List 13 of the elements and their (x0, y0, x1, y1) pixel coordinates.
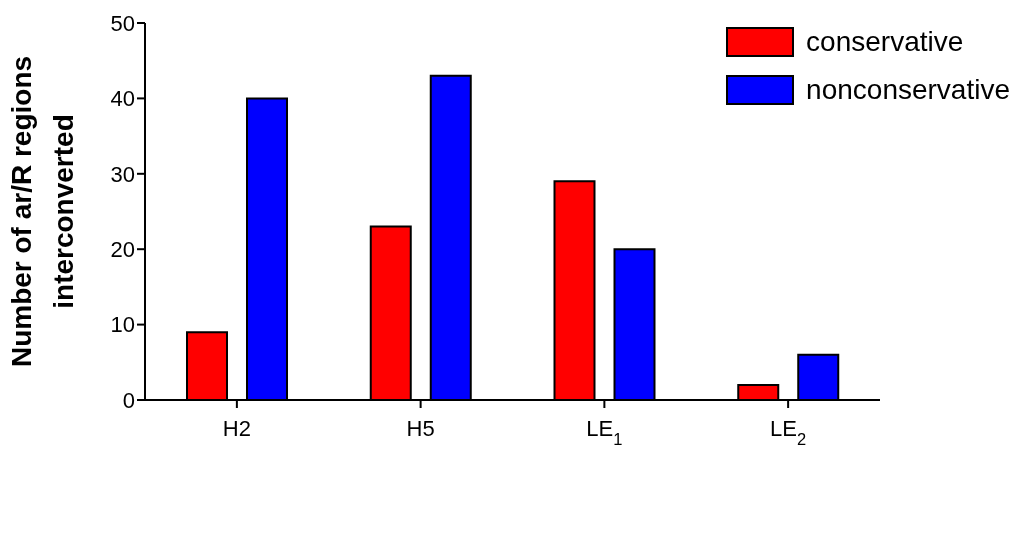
y-axis-title: Number of ar/R regions interconverted (6, 55, 79, 368)
y-tick-label: 0 (122, 387, 135, 413)
legend-label: conservative (806, 26, 964, 58)
x-tick-label: LE$_{2}$ (770, 416, 807, 448)
y-tick-label: 30 (110, 161, 135, 187)
y-tick-label: 50 (110, 10, 135, 36)
x-tick-label: H5 (406, 416, 435, 441)
y-tick-label: 10 (110, 312, 135, 338)
x-tick-label: H2 (222, 416, 251, 441)
x-tick-label: LE$_{1}$ (586, 416, 623, 448)
y-tick-label: 20 (110, 237, 135, 263)
y-tick-label: 40 (110, 86, 135, 112)
legend-label: nonconservative (806, 74, 1010, 106)
